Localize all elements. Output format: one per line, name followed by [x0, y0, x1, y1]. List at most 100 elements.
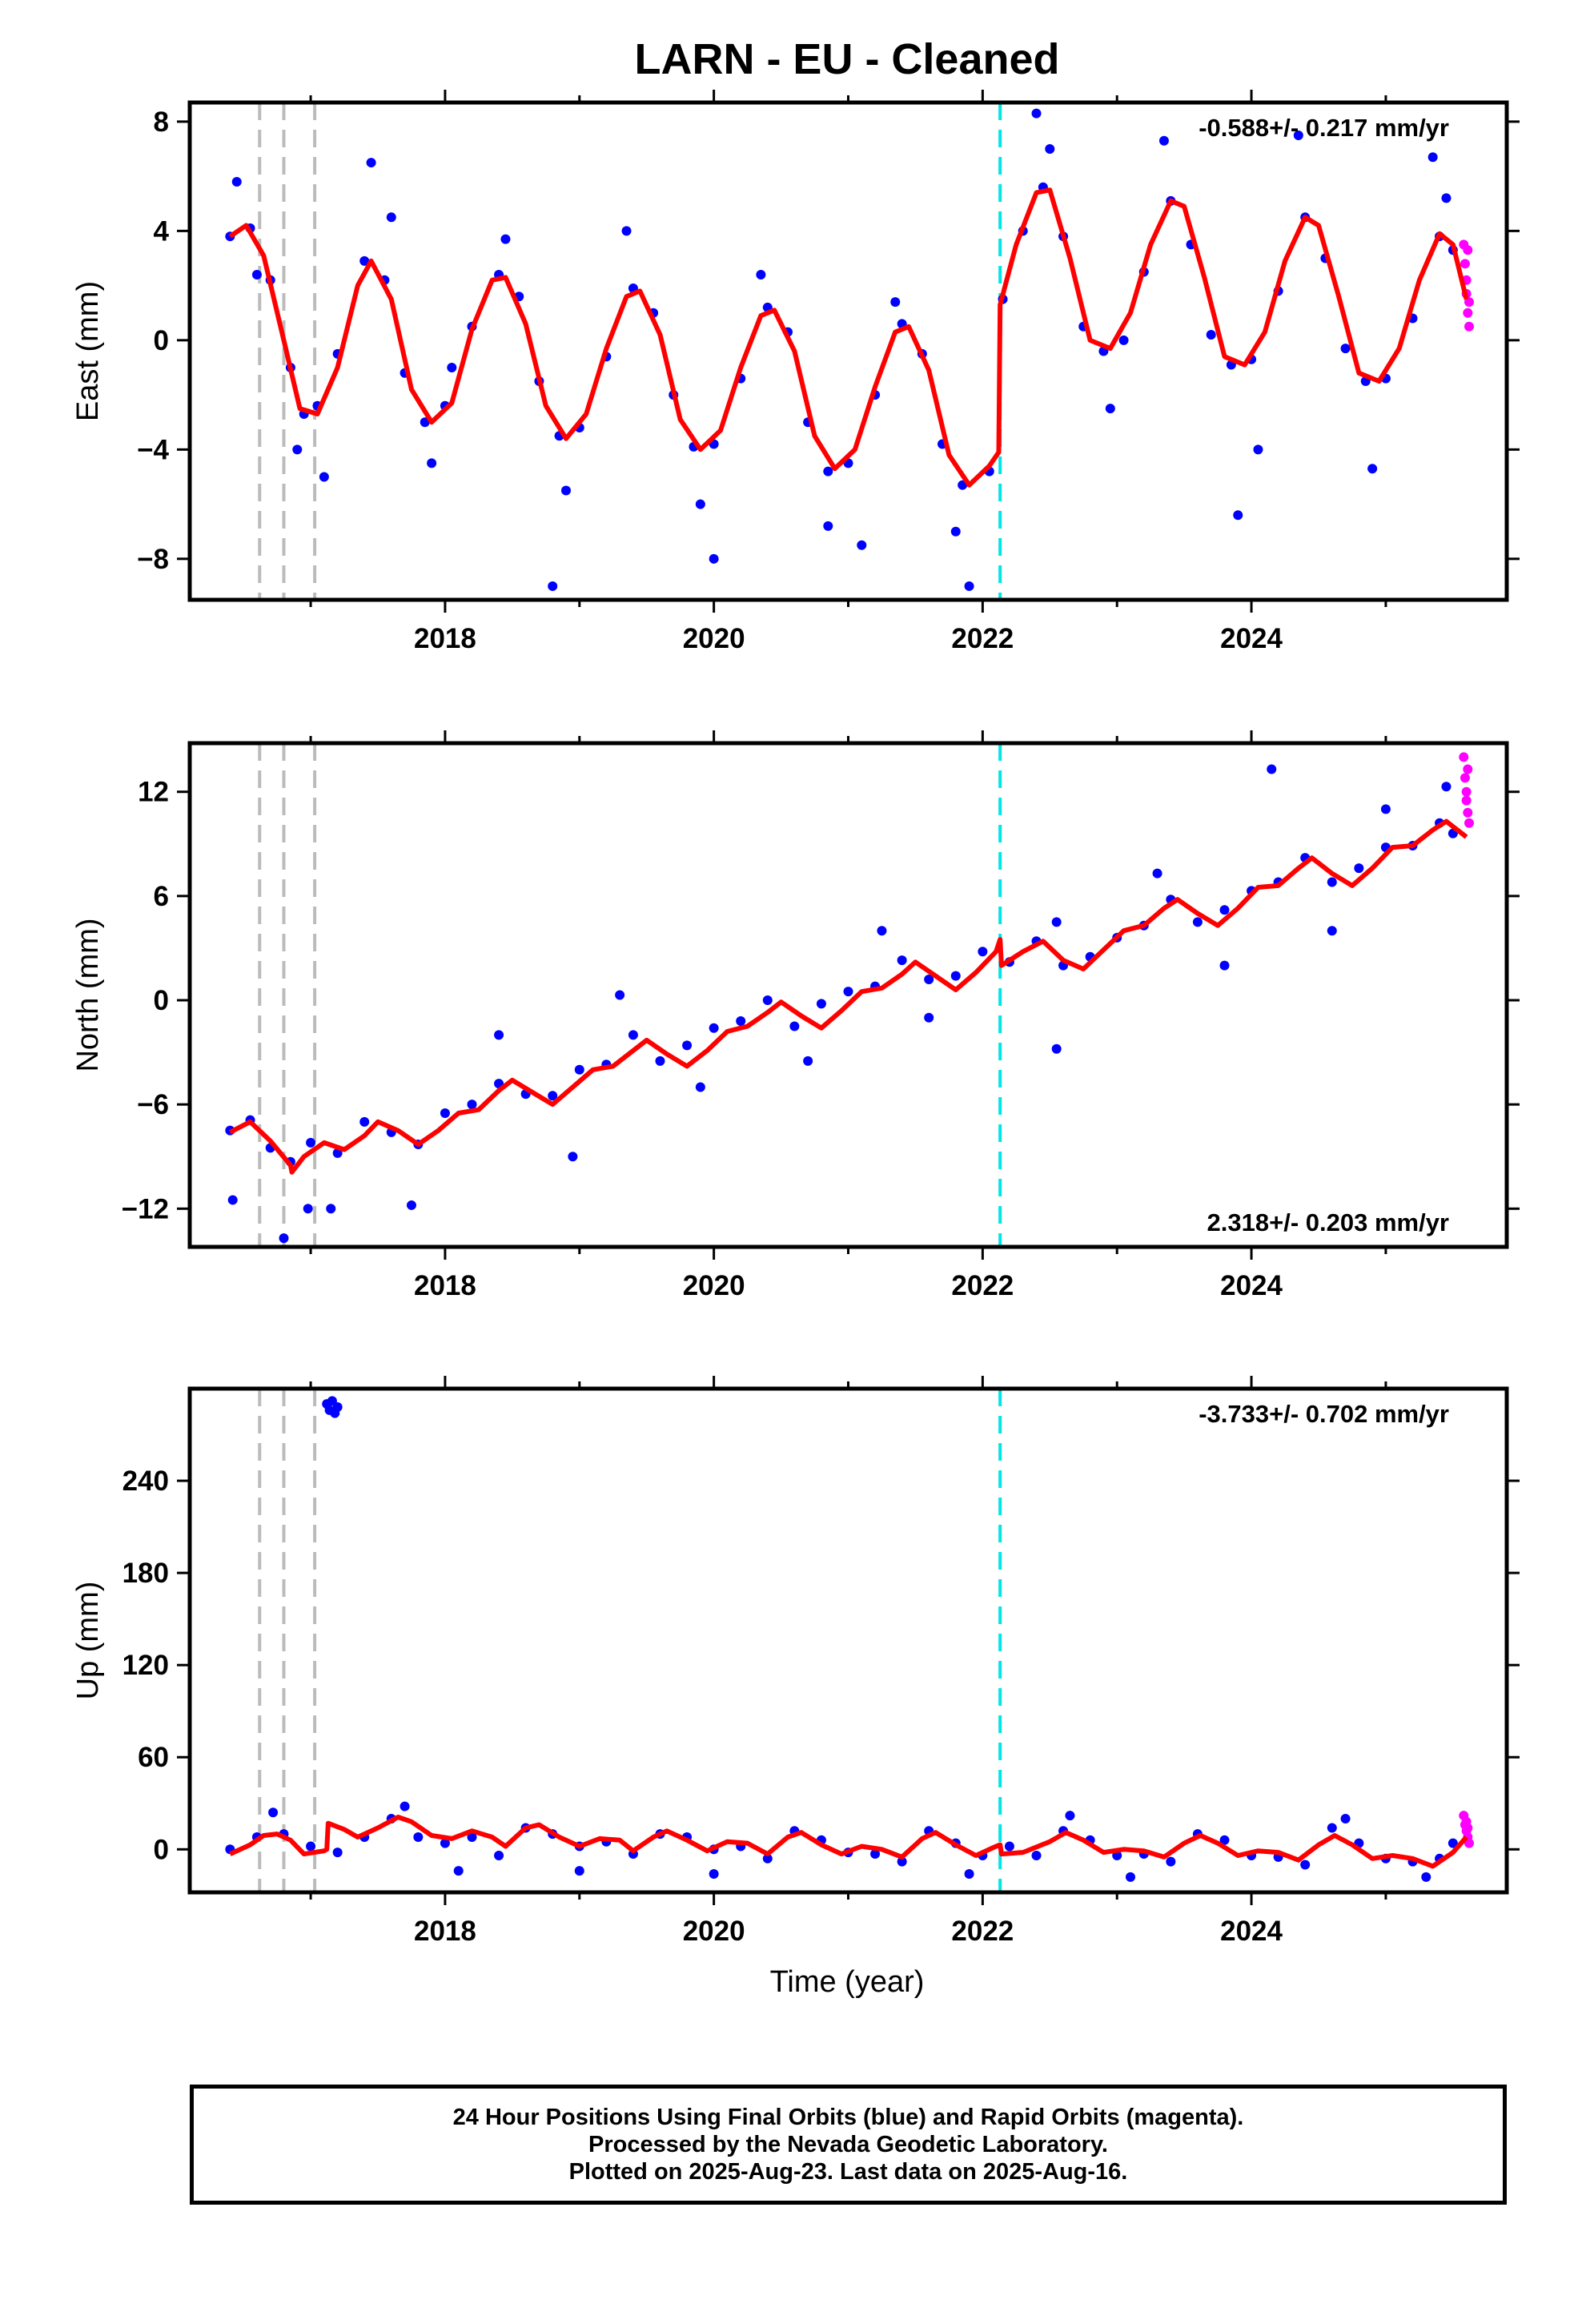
panel-east: 2018 2020 2022 2024 −8 −4 0 4 8 East (mm) -0.588+/… [71, 90, 1520, 654]
east-data-point [1233, 510, 1243, 521]
up-y-tick-label: 180 [122, 1558, 169, 1589]
north-data-point [709, 1023, 719, 1033]
north-y-tick-label: −6 [137, 1089, 169, 1120]
east-data-point [1441, 193, 1452, 203]
east-data-point [857, 540, 867, 550]
up-data-point [306, 1841, 316, 1852]
north-data-point [950, 971, 961, 981]
east-data-point [1158, 135, 1169, 146]
north-data-point [1327, 926, 1337, 936]
east-x-tick-label: 2022 [951, 623, 1014, 654]
east-y-tick-label: −8 [137, 544, 169, 575]
up-data-point [1340, 1813, 1351, 1823]
north-data-point [978, 947, 988, 957]
north-data-point [843, 987, 853, 997]
up-data-point [1004, 1841, 1014, 1852]
east-series-final-orbits [225, 108, 1458, 591]
up-data-point [467, 1831, 477, 1842]
north-data-point [440, 1108, 450, 1118]
east-data-point [1206, 330, 1216, 340]
east-y-tick-label: −4 [137, 434, 169, 465]
east-y-tick-label: 0 [154, 325, 169, 356]
north-data-point [1051, 1043, 1062, 1054]
up-data-point [709, 1868, 719, 1879]
up-data-point [1219, 1835, 1230, 1845]
up-x-tick-label: 2020 [683, 1916, 745, 1947]
chart-title: LARN - EU - Cleaned [634, 35, 1059, 83]
east-x-tick-label: 2024 [1220, 623, 1283, 654]
up-data-point [494, 1850, 504, 1860]
up-y-tick-label: 120 [122, 1650, 169, 1681]
east-data-point [561, 485, 571, 496]
north-data-point [762, 995, 773, 1006]
east-data-point [427, 458, 437, 468]
north-data-point [1464, 818, 1474, 828]
up-x-tick-label: 2018 [414, 1916, 476, 1947]
east-data-point [1340, 344, 1351, 354]
footer-caption: 24 Hour Positions Using Final Orbits (bl… [190, 2085, 1507, 2205]
north-data-point [279, 1233, 289, 1244]
east-data-point [231, 176, 242, 187]
east-data-point [319, 472, 329, 482]
east-x-tick-label: 2018 [414, 623, 476, 654]
north-plot-area [225, 743, 1474, 1247]
north-series-final-orbits [225, 764, 1458, 1244]
north-data-point [303, 1204, 313, 1214]
north-x-tick-label: 2018 [414, 1270, 476, 1301]
north-data-point [1461, 786, 1472, 797]
east-data-point [1463, 245, 1473, 255]
up-data-point [1447, 1838, 1458, 1848]
north-x-tick-label: 2024 [1220, 1270, 1283, 1301]
up-data-point [453, 1866, 464, 1876]
east-data-point [292, 444, 303, 455]
east-data-point [1253, 444, 1263, 455]
up-data-point [1463, 1823, 1473, 1833]
footer-line-3: Plotted on 2025-Aug-23. Last data on 202… [568, 2159, 1128, 2185]
up-y-tick-label: 240 [122, 1466, 169, 1497]
north-data-point [1463, 807, 1473, 818]
east-data-point [548, 581, 558, 591]
up-data-point [1031, 1850, 1042, 1860]
north-data-point [332, 1148, 343, 1158]
north-data-point [803, 1055, 813, 1066]
north-data-point [326, 1204, 336, 1214]
north-data-point [924, 974, 934, 984]
east-data-point [695, 499, 705, 509]
north-data-point [682, 1040, 693, 1051]
east-data-point [1293, 130, 1303, 140]
up-data-point [762, 1853, 773, 1864]
east-plot-frame [187, 100, 1509, 602]
north-data-point [227, 1195, 238, 1205]
up-x-tick-label: 2024 [1220, 1916, 1283, 1947]
north-data-point [655, 1055, 665, 1066]
north-data-point [1152, 868, 1162, 879]
up-series-final-orbits [225, 1396, 1458, 1882]
up-y-tick-label: 60 [138, 1742, 169, 1773]
up-velocity-label: -3.733+/- 0.702 mm/yr [1199, 1400, 1449, 1428]
up-data-point [400, 1801, 410, 1811]
up-data-point [1300, 1860, 1311, 1870]
north-data-point [574, 1064, 584, 1075]
east-data-point [1427, 152, 1438, 163]
east-data-point [366, 158, 376, 168]
north-data-point [615, 990, 625, 1000]
north-data-point [1219, 960, 1230, 971]
north-y-axis-title: North (mm) [71, 918, 105, 1072]
up-model-curve [229, 1815, 1468, 1869]
footer-line-1: 24 Hour Positions Using Final Orbits (bl… [452, 2105, 1244, 2130]
up-data-point [332, 1848, 343, 1858]
north-data-point [1459, 752, 1469, 762]
up-data-point [964, 1868, 974, 1879]
north-data-point [1219, 905, 1230, 915]
north-data-point [1051, 917, 1062, 927]
north-data-point [1380, 804, 1391, 814]
east-data-point [1464, 297, 1474, 308]
east-y-tick-label: 4 [154, 215, 170, 247]
east-plot-area [225, 103, 1474, 600]
east-data-point [1045, 144, 1055, 155]
north-data-point [1192, 917, 1203, 927]
north-data-point [1354, 863, 1364, 874]
north-data-point [1463, 764, 1473, 774]
east-data-point [823, 521, 833, 531]
